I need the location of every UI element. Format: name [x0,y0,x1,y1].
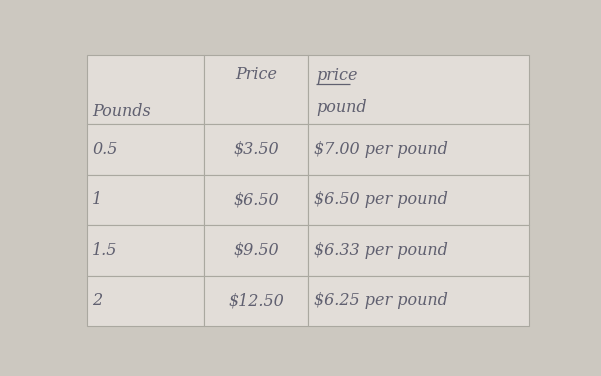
Text: pound: pound [316,99,367,115]
Text: 1.5: 1.5 [93,242,118,259]
Bar [87,124,204,175]
Bar [204,124,308,175]
Bar [87,175,204,225]
Bar [204,55,308,124]
Text: Pounds: Pounds [93,103,151,120]
Text: $6.50: $6.50 [233,191,279,208]
Bar [204,175,308,225]
Text: $9.50: $9.50 [233,242,279,259]
Text: price: price [316,67,358,85]
Bar [308,55,529,124]
Text: $6.50 per pound: $6.50 per pound [314,191,448,208]
Text: Price: Price [235,66,277,83]
Bar [308,225,529,276]
Bar [308,175,529,225]
Bar [204,225,308,276]
Bar [308,124,529,175]
Text: $6.25 per pound: $6.25 per pound [314,292,448,309]
Text: $6.33 per pound: $6.33 per pound [314,242,448,259]
Text: 2: 2 [93,292,103,309]
Bar [87,225,204,276]
Bar [308,276,529,326]
Bar [87,276,204,326]
Text: $3.50: $3.50 [233,141,279,158]
Text: 0.5: 0.5 [93,141,118,158]
Text: 1: 1 [93,191,103,208]
Bar [87,55,204,124]
Bar [204,276,308,326]
Text: $7.00 per pound: $7.00 per pound [314,141,448,158]
Text: $12.50: $12.50 [228,292,284,309]
